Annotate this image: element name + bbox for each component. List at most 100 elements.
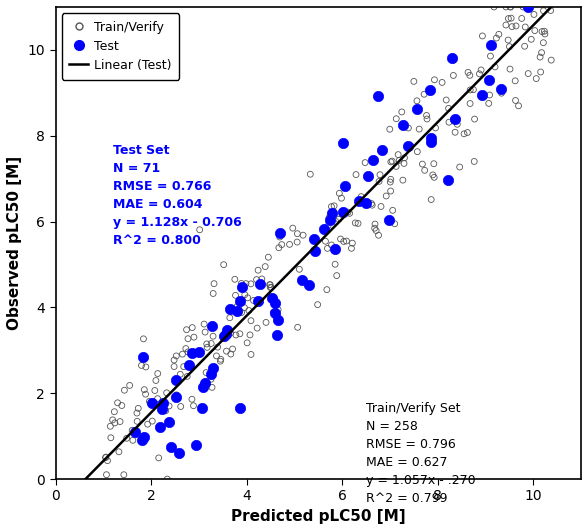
Train/Verify: [376, 202, 386, 211]
Train/Verify: [275, 233, 285, 241]
Train/Verify: [536, 68, 545, 76]
Train/Verify: [145, 397, 154, 406]
Test: [222, 326, 232, 335]
Train/Verify: [526, 3, 535, 11]
Train/Verify: [485, 91, 495, 99]
Train/Verify: [449, 71, 458, 80]
Test: [377, 145, 387, 154]
Train/Verify: [252, 324, 262, 332]
Train/Verify: [385, 125, 395, 133]
Train/Verify: [449, 115, 458, 124]
Train/Verify: [273, 305, 283, 314]
Test: [131, 428, 140, 436]
Train/Verify: [179, 362, 188, 371]
Train/Verify: [530, 27, 540, 35]
Train/Verify: [246, 316, 256, 325]
Train/Verify: [252, 275, 261, 284]
Test: [139, 433, 149, 441]
Train/Verify: [209, 279, 219, 288]
Train/Verify: [546, 56, 556, 64]
Train/Verify: [206, 375, 216, 383]
Train/Verify: [336, 235, 345, 243]
Test: [208, 322, 217, 330]
Train/Verify: [172, 375, 181, 383]
Train/Verify: [253, 266, 263, 275]
Train/Verify: [476, 66, 486, 74]
Train/Verify: [501, 21, 510, 29]
Test: [166, 443, 175, 451]
Train/Verify: [320, 237, 330, 245]
Train/Verify: [154, 453, 163, 462]
Train/Verify: [420, 166, 429, 175]
Train/Verify: [103, 456, 112, 465]
Train/Verify: [532, 74, 541, 83]
Train/Verify: [209, 289, 218, 298]
Train/Verify: [161, 407, 171, 415]
Train/Verify: [510, 76, 520, 85]
Train/Verify: [109, 407, 119, 416]
Train/Verify: [504, 14, 513, 23]
Test: [156, 422, 165, 431]
Train/Verify: [450, 128, 460, 136]
Train/Verify: [182, 372, 192, 381]
Train/Verify: [374, 231, 383, 239]
Test: [208, 364, 218, 372]
Train/Verify: [505, 42, 514, 51]
Train/Verify: [266, 280, 275, 289]
Train/Verify: [465, 71, 475, 80]
Train/Verify: [232, 302, 242, 311]
Test: [310, 234, 319, 243]
Train/Verify: [133, 404, 143, 413]
Train/Verify: [486, 52, 495, 61]
Train/Verify: [201, 328, 210, 336]
Train/Verify: [503, 36, 513, 44]
Train/Verify: [313, 301, 322, 309]
Text: Test Set
N = 71
RMSE = 0.766
MAE = 0.604
y = 1.128x - 0.706
R^2 = 0.800: Test Set N = 71 RMSE = 0.766 MAE = 0.604…: [113, 144, 242, 247]
Train/Verify: [148, 417, 157, 425]
Test: [361, 199, 370, 207]
Train/Verify: [228, 345, 238, 353]
X-axis label: Predicted pLC50 [M]: Predicted pLC50 [M]: [231, 509, 406, 524]
Test: [253, 296, 263, 305]
Test: [272, 330, 282, 339]
Train/Verify: [322, 285, 332, 294]
Train/Verify: [546, 6, 555, 15]
Train/Verify: [212, 352, 221, 360]
Train/Verify: [442, 96, 451, 104]
Train/Verify: [298, 231, 308, 239]
Train/Verify: [208, 383, 217, 391]
Train/Verify: [181, 344, 191, 353]
Train/Verify: [388, 206, 397, 215]
Test: [339, 208, 348, 217]
Train/Verify: [117, 401, 126, 410]
Train/Verify: [348, 239, 357, 247]
Train/Verify: [176, 370, 185, 379]
Train/Verify: [347, 244, 356, 253]
Train/Verify: [231, 331, 240, 339]
Train/Verify: [392, 162, 401, 170]
Train/Verify: [537, 48, 546, 57]
Train/Verify: [529, 10, 539, 19]
Test: [310, 247, 320, 255]
Test: [158, 405, 167, 414]
Train/Verify: [455, 163, 465, 172]
Train/Verify: [367, 199, 376, 208]
Train/Verify: [202, 340, 212, 348]
Train/Verify: [293, 229, 302, 238]
Test: [398, 121, 407, 130]
Train/Verify: [490, 63, 500, 71]
Train/Verify: [237, 279, 246, 288]
Train/Verify: [492, 34, 501, 42]
Test: [198, 404, 207, 412]
Train/Verify: [102, 470, 111, 479]
Train/Verify: [351, 170, 360, 179]
Train/Verify: [169, 362, 179, 371]
Test: [412, 105, 422, 113]
Train/Verify: [386, 158, 396, 166]
Train/Verify: [334, 215, 343, 224]
Train/Verify: [178, 350, 187, 358]
Train/Verify: [141, 390, 151, 398]
Train/Verify: [525, 3, 534, 11]
Train/Verify: [412, 97, 422, 105]
Test: [363, 172, 373, 180]
